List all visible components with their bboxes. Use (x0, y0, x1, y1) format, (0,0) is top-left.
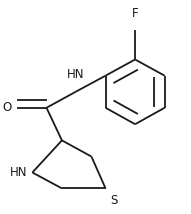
Text: HN: HN (67, 68, 85, 81)
Text: F: F (132, 7, 138, 20)
Text: S: S (111, 193, 118, 207)
Text: HN: HN (10, 166, 27, 179)
Text: O: O (3, 101, 12, 114)
